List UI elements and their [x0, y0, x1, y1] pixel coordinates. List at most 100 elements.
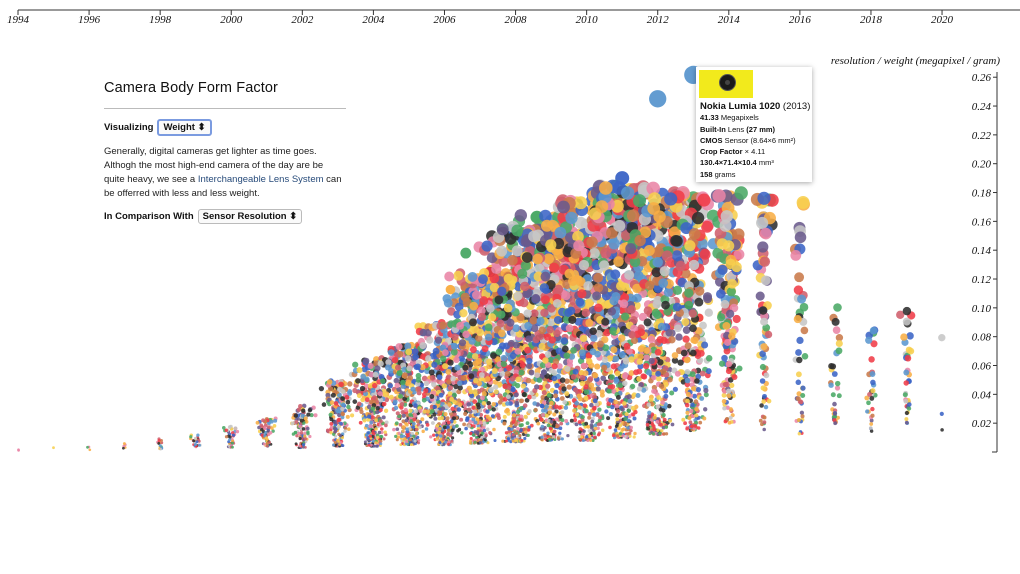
- data-point[interactable]: [303, 434, 307, 438]
- data-point[interactable]: [375, 405, 380, 411]
- data-point[interactable]: [260, 424, 264, 429]
- data-point[interactable]: [548, 437, 552, 441]
- data-point[interactable]: [514, 209, 528, 222]
- data-point[interactable]: [376, 435, 380, 439]
- data-point[interactable]: [579, 374, 586, 381]
- data-point[interactable]: [672, 302, 682, 312]
- data-point[interactable]: [363, 440, 367, 444]
- data-point[interactable]: [480, 435, 484, 440]
- data-point[interactable]: [321, 402, 327, 407]
- data-point[interactable]: [552, 420, 557, 425]
- data-point[interactable]: [548, 367, 555, 374]
- data-point[interactable]: [636, 386, 643, 392]
- data-point[interactable]: [341, 444, 345, 448]
- data-point[interactable]: [582, 429, 586, 433]
- data-point[interactable]: [689, 371, 696, 378]
- data-point[interactable]: [511, 224, 524, 237]
- data-point[interactable]: [369, 420, 374, 425]
- data-point[interactable]: [467, 361, 474, 368]
- data-point[interactable]: [405, 427, 409, 432]
- data-point[interactable]: [452, 416, 456, 421]
- data-point[interactable]: [760, 385, 766, 391]
- data-point[interactable]: [192, 439, 196, 443]
- data-point[interactable]: [667, 376, 673, 383]
- data-point[interactable]: [652, 257, 663, 268]
- data-point[interactable]: [639, 226, 652, 239]
- data-point[interactable]: [456, 407, 462, 412]
- data-point[interactable]: [585, 435, 589, 439]
- data-point[interactable]: [553, 389, 559, 395]
- data-point[interactable]: [552, 412, 557, 417]
- data-point[interactable]: [486, 363, 493, 370]
- data-point[interactable]: [536, 377, 543, 383]
- data-point[interactable]: [670, 422, 675, 427]
- data-point[interactable]: [309, 413, 314, 418]
- data-point[interactable]: [728, 332, 736, 340]
- data-point[interactable]: [699, 248, 711, 260]
- data-point[interactable]: [364, 397, 370, 403]
- data-point[interactable]: [405, 439, 409, 443]
- data-point[interactable]: [302, 443, 306, 447]
- data-point[interactable]: [483, 438, 487, 442]
- data-point[interactable]: [475, 334, 483, 342]
- data-point[interactable]: [572, 368, 579, 375]
- data-point[interactable]: [574, 400, 579, 406]
- data-point[interactable]: [482, 428, 487, 433]
- data-point[interactable]: [655, 419, 660, 424]
- data-point[interactable]: [577, 434, 581, 439]
- data-point[interactable]: [541, 295, 550, 305]
- data-point[interactable]: [411, 421, 416, 426]
- data-point[interactable]: [484, 376, 491, 382]
- data-point[interactable]: [620, 427, 625, 432]
- data-point[interactable]: [578, 396, 583, 402]
- data-point[interactable]: [481, 345, 489, 353]
- data-point[interactable]: [592, 412, 597, 417]
- data-point[interactable]: [618, 432, 623, 436]
- data-point[interactable]: [662, 417, 667, 422]
- data-point[interactable]: [617, 426, 621, 431]
- data-point[interactable]: [523, 427, 528, 432]
- data-point[interactable]: [606, 388, 612, 394]
- data-point[interactable]: [193, 436, 198, 441]
- data-point[interactable]: [869, 326, 878, 335]
- data-point[interactable]: [609, 296, 619, 306]
- data-point[interactable]: [439, 321, 447, 330]
- data-point[interactable]: [496, 415, 502, 421]
- data-point[interactable]: [395, 343, 403, 351]
- data-point[interactable]: [446, 379, 452, 385]
- data-point[interactable]: [572, 408, 577, 413]
- data-point[interactable]: [472, 399, 478, 404]
- data-point[interactable]: [426, 336, 434, 344]
- data-point[interactable]: [690, 402, 695, 408]
- data-point[interactable]: [333, 401, 339, 406]
- data-point[interactable]: [536, 332, 545, 341]
- data-point[interactable]: [391, 356, 399, 364]
- data-point[interactable]: [900, 333, 908, 341]
- data-point[interactable]: [581, 308, 591, 317]
- data-point[interactable]: [294, 442, 298, 446]
- data-point[interactable]: [352, 387, 358, 394]
- data-point[interactable]: [677, 359, 684, 366]
- data-point[interactable]: [637, 328, 646, 337]
- data-point[interactable]: [423, 380, 430, 387]
- data-point[interactable]: [651, 374, 657, 381]
- data-point[interactable]: [533, 407, 538, 413]
- data-point[interactable]: [224, 435, 229, 439]
- data-point[interactable]: [519, 414, 524, 419]
- data-point[interactable]: [904, 420, 909, 425]
- data-point[interactable]: [568, 276, 578, 287]
- data-point[interactable]: [868, 356, 875, 363]
- data-point[interactable]: [507, 254, 518, 266]
- data-point[interactable]: [555, 417, 559, 422]
- data-point[interactable]: [690, 385, 697, 392]
- data-point[interactable]: [643, 363, 650, 370]
- data-point[interactable]: [541, 369, 547, 376]
- data-point[interactable]: [589, 348, 597, 356]
- data-point[interactable]: [566, 384, 572, 390]
- data-point[interactable]: [329, 417, 334, 422]
- data-point[interactable]: [599, 260, 610, 271]
- data-point[interactable]: [618, 382, 624, 388]
- data-point[interactable]: [462, 422, 466, 427]
- data-point[interactable]: [293, 413, 298, 418]
- data-point[interactable]: [643, 306, 653, 315]
